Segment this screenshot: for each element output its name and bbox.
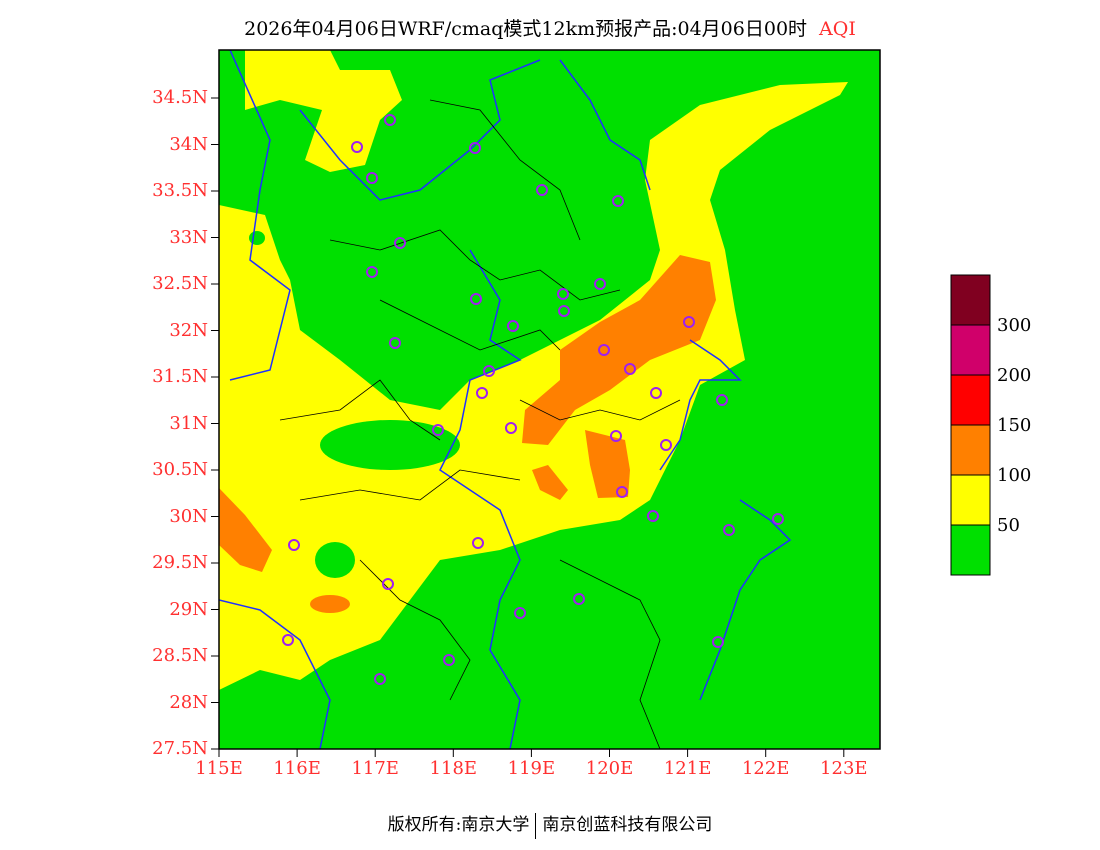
city-markers <box>282 114 784 685</box>
latitude-label: 31N <box>169 412 208 434</box>
city-marker <box>624 363 636 375</box>
province-boundaries <box>219 50 792 749</box>
city-marker <box>394 237 406 249</box>
footer-divider <box>535 812 537 839</box>
aqi-good-pocket <box>249 231 265 245</box>
latitude-label: 30.5N <box>152 459 208 480</box>
city-marker <box>443 654 455 666</box>
city-marker <box>683 316 695 328</box>
city-marker <box>557 288 569 300</box>
city-marker <box>558 305 570 317</box>
city-marker <box>366 266 378 278</box>
city-marker <box>432 424 444 436</box>
city-marker <box>470 293 482 305</box>
city-marker <box>476 387 488 399</box>
longitude-label: 116E <box>273 758 321 779</box>
city-marker <box>514 607 526 619</box>
latitude-label: 31.5N <box>152 366 208 387</box>
latitude-label: 32.5N <box>152 273 208 294</box>
city-marker <box>366 172 378 184</box>
aqi-unhealthy-sensitive-area <box>522 255 716 445</box>
aqi-moderate-area-north <box>245 50 402 172</box>
latitude-label: 33.5N <box>152 180 208 201</box>
city-marker <box>616 486 628 498</box>
latitude-label: 27.5N <box>152 738 208 759</box>
latitude-label: 29.5N <box>152 552 208 573</box>
aqi-unhealthy-sensitive-area <box>585 430 630 498</box>
legend-label: 200 <box>997 365 1032 386</box>
city-marker <box>716 394 728 406</box>
legend-swatch <box>950 524 991 576</box>
legend-swatch <box>950 474 991 526</box>
city-marker <box>536 184 548 196</box>
longitude-label: 120E <box>585 758 634 779</box>
copyright-right: 南京创蓝科技有限公司 <box>542 815 713 835</box>
aqi-unhealthy-sensitive-area <box>219 488 272 572</box>
city-marker <box>712 636 724 648</box>
city-marker <box>288 539 300 551</box>
latitude-label: 34N <box>169 133 208 155</box>
aqi-unhealthy-sensitive-area <box>532 465 568 500</box>
longitude-label: 119E <box>507 758 556 779</box>
longitude-label: 118E <box>429 758 478 779</box>
city-marker <box>772 513 784 525</box>
city-marker <box>374 673 386 685</box>
aqi-good-pocket <box>315 542 355 578</box>
city-boundaries <box>279 99 681 749</box>
city-marker <box>351 141 363 153</box>
legend-swatch <box>950 324 991 376</box>
latitude-label: 28N <box>169 691 208 713</box>
latitude-label: 33N <box>169 226 208 248</box>
city-marker <box>723 524 735 536</box>
longitude-label: 117E <box>351 758 399 779</box>
city-marker <box>384 114 396 126</box>
city-marker <box>573 593 585 605</box>
city-marker <box>389 337 401 349</box>
longitude-label: 121E <box>663 758 712 779</box>
map-title: 2026年04月06日WRF/cmaq模式12km预报产品:04月06日00时 A… <box>0 14 1100 41</box>
legend-label: 50 <box>997 515 1020 536</box>
latitude-label: 28.5N <box>152 645 208 666</box>
city-marker <box>612 195 624 207</box>
legend-swatch <box>950 274 991 326</box>
city-marker <box>650 387 662 399</box>
legend-swatch <box>950 374 991 426</box>
city-marker <box>660 439 672 451</box>
legend-label: 100 <box>997 465 1032 486</box>
city-marker <box>472 537 484 549</box>
latitude-label: 29N <box>169 598 208 620</box>
latitude-label: 30N <box>169 505 208 527</box>
city-marker <box>505 422 517 434</box>
legend-colorbar <box>950 274 991 576</box>
title-variable: AQI <box>819 18 856 40</box>
city-marker <box>610 430 622 442</box>
title-text: 2026年04月06日WRF/cmaq模式12km预报产品:04月06日00时 <box>244 18 808 40</box>
longitude-label: 123E <box>820 758 868 779</box>
longitude-label: 122E <box>741 758 790 779</box>
legend-label: 150 <box>997 415 1032 436</box>
city-marker <box>469 142 481 154</box>
city-marker <box>507 320 519 332</box>
aqi-unhealthy-sensitive-area <box>310 595 350 613</box>
city-marker <box>598 344 610 356</box>
aqi-good-pocket <box>320 420 460 470</box>
city-marker <box>483 365 495 377</box>
copyright-left: 版权所有:南京大学 <box>387 815 530 835</box>
legend-swatch <box>950 424 991 476</box>
city-marker <box>594 278 606 290</box>
city-marker <box>382 578 394 590</box>
city-marker <box>647 510 659 522</box>
longitude-label: 115E <box>195 758 243 779</box>
latitude-label: 34.5N <box>152 87 208 108</box>
map-frame <box>218 49 881 750</box>
aqi-moderate-area <box>219 82 848 690</box>
legend-label: 300 <box>997 315 1032 336</box>
latitude-label: 32N <box>169 319 208 341</box>
copyright-footer: 版权所有:南京大学 南京创蓝科技有限公司 <box>0 810 1100 839</box>
city-marker <box>282 634 294 646</box>
